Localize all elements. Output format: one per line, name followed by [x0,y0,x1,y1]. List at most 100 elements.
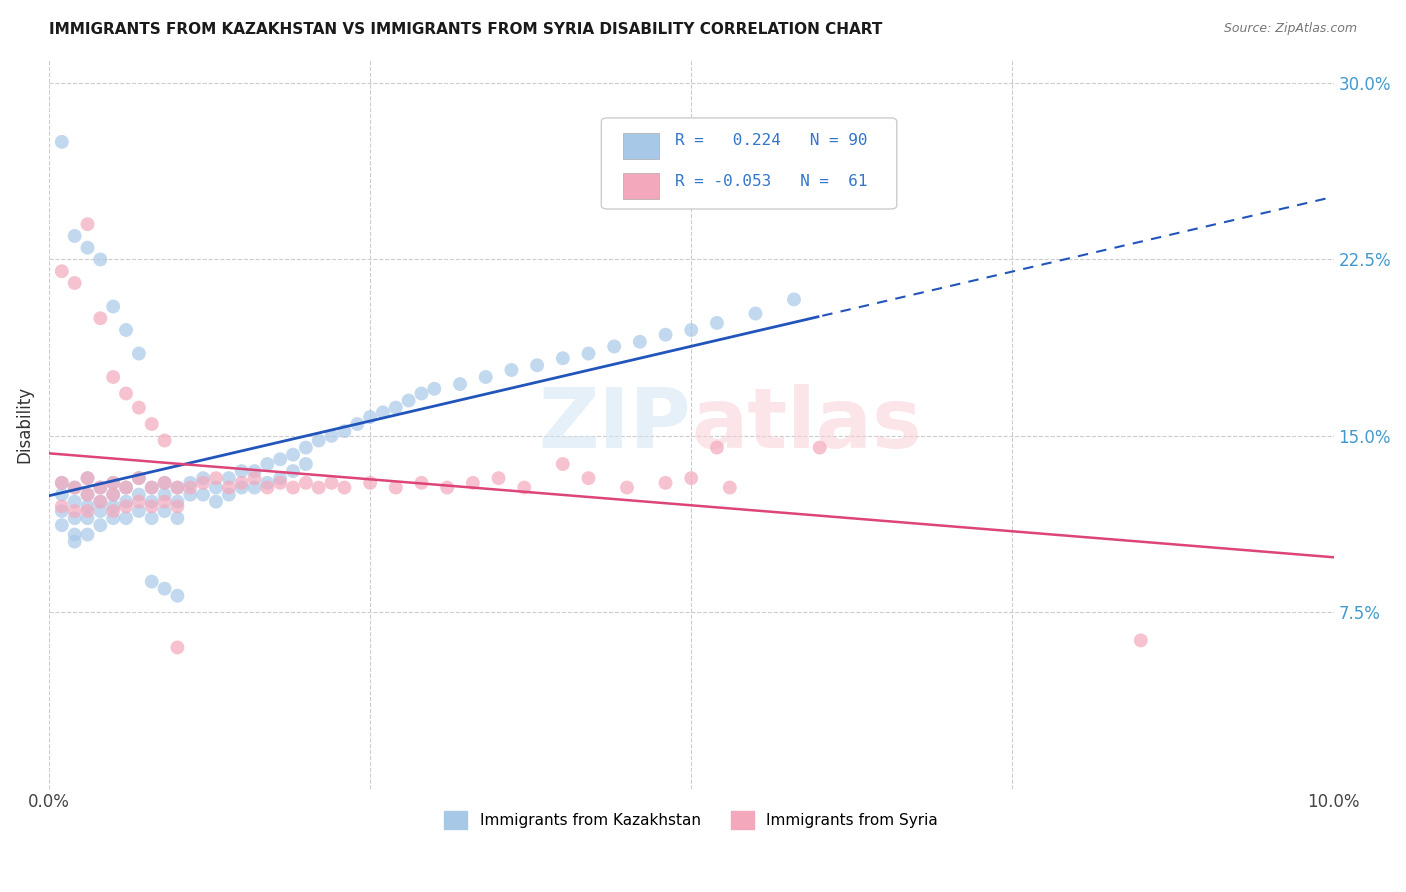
Point [103,300,125,314]
Point [76,504,98,518]
Point [63,494,86,508]
Point [89,481,111,495]
Point [628,334,651,349]
Point [51,475,73,490]
Legend: Immigrants from Kazakhstan, Immigrants from Syria: Immigrants from Kazakhstan, Immigrants f… [439,805,945,836]
Point [706,441,728,455]
Point [63,481,86,495]
Point [76,511,98,525]
Point [474,370,496,384]
Point [449,377,471,392]
Point [243,471,266,485]
FancyBboxPatch shape [623,173,659,199]
Point [654,327,676,342]
Point [115,323,138,337]
Point [128,487,150,501]
Point [256,457,278,471]
Point [1129,633,1152,648]
Point [63,511,86,525]
Point [411,475,433,490]
Point [231,475,253,490]
Point [51,135,73,149]
Point [191,471,214,485]
Point [295,457,318,471]
Point [141,500,163,514]
Point [103,500,125,514]
Point [436,481,458,495]
Point [166,481,188,495]
Point [89,494,111,508]
Point [385,401,408,415]
Point [128,494,150,508]
Point [243,481,266,495]
Point [103,504,125,518]
Point [166,500,188,514]
Point [269,475,291,490]
Point [76,471,98,485]
Point [89,504,111,518]
Point [681,323,703,337]
Point [513,481,536,495]
Point [321,475,343,490]
Point [141,511,163,525]
Point [51,475,73,490]
Point [153,582,176,596]
Point [179,487,201,501]
Point [89,518,111,533]
Point [103,511,125,525]
Point [103,475,125,490]
Point [153,475,176,490]
Point [179,475,201,490]
Point [385,481,408,495]
Point [205,471,228,485]
Point [153,494,176,508]
Point [141,574,163,589]
Point [63,229,86,244]
Point [141,481,163,495]
Y-axis label: Disability: Disability [15,385,32,463]
Point [153,487,176,501]
Point [115,386,138,401]
Point [63,481,86,495]
Point [488,471,510,485]
Point [63,276,86,290]
Point [51,264,73,278]
Point [76,241,98,255]
Point [191,487,214,501]
Point [153,504,176,518]
Point [128,504,150,518]
Point [89,252,111,267]
Point [63,504,86,518]
Point [371,405,394,419]
Point [166,481,188,495]
Point [256,481,278,495]
Point [718,481,741,495]
Text: IMMIGRANTS FROM KAZAKHSTAN VS IMMIGRANTS FROM SYRIA DISABILITY CORRELATION CHART: IMMIGRANTS FROM KAZAKHSTAN VS IMMIGRANTS… [49,22,883,37]
Point [333,424,356,438]
Point [333,481,356,495]
Point [103,487,125,501]
Point [603,339,626,353]
FancyBboxPatch shape [623,134,659,160]
Point [359,475,381,490]
Point [681,471,703,485]
Point [89,311,111,326]
Point [115,481,138,495]
Point [295,475,318,490]
Text: atlas: atlas [692,384,922,465]
Point [243,464,266,478]
Point [76,487,98,501]
Point [153,475,176,490]
Point [103,370,125,384]
Point [115,494,138,508]
Point [103,487,125,501]
Text: R =   0.224   N = 90: R = 0.224 N = 90 [675,133,868,147]
Point [153,434,176,448]
Point [783,293,806,307]
Point [346,417,368,431]
Point [166,640,188,655]
Point [103,475,125,490]
Point [76,500,98,514]
Point [411,386,433,401]
Point [578,346,600,360]
